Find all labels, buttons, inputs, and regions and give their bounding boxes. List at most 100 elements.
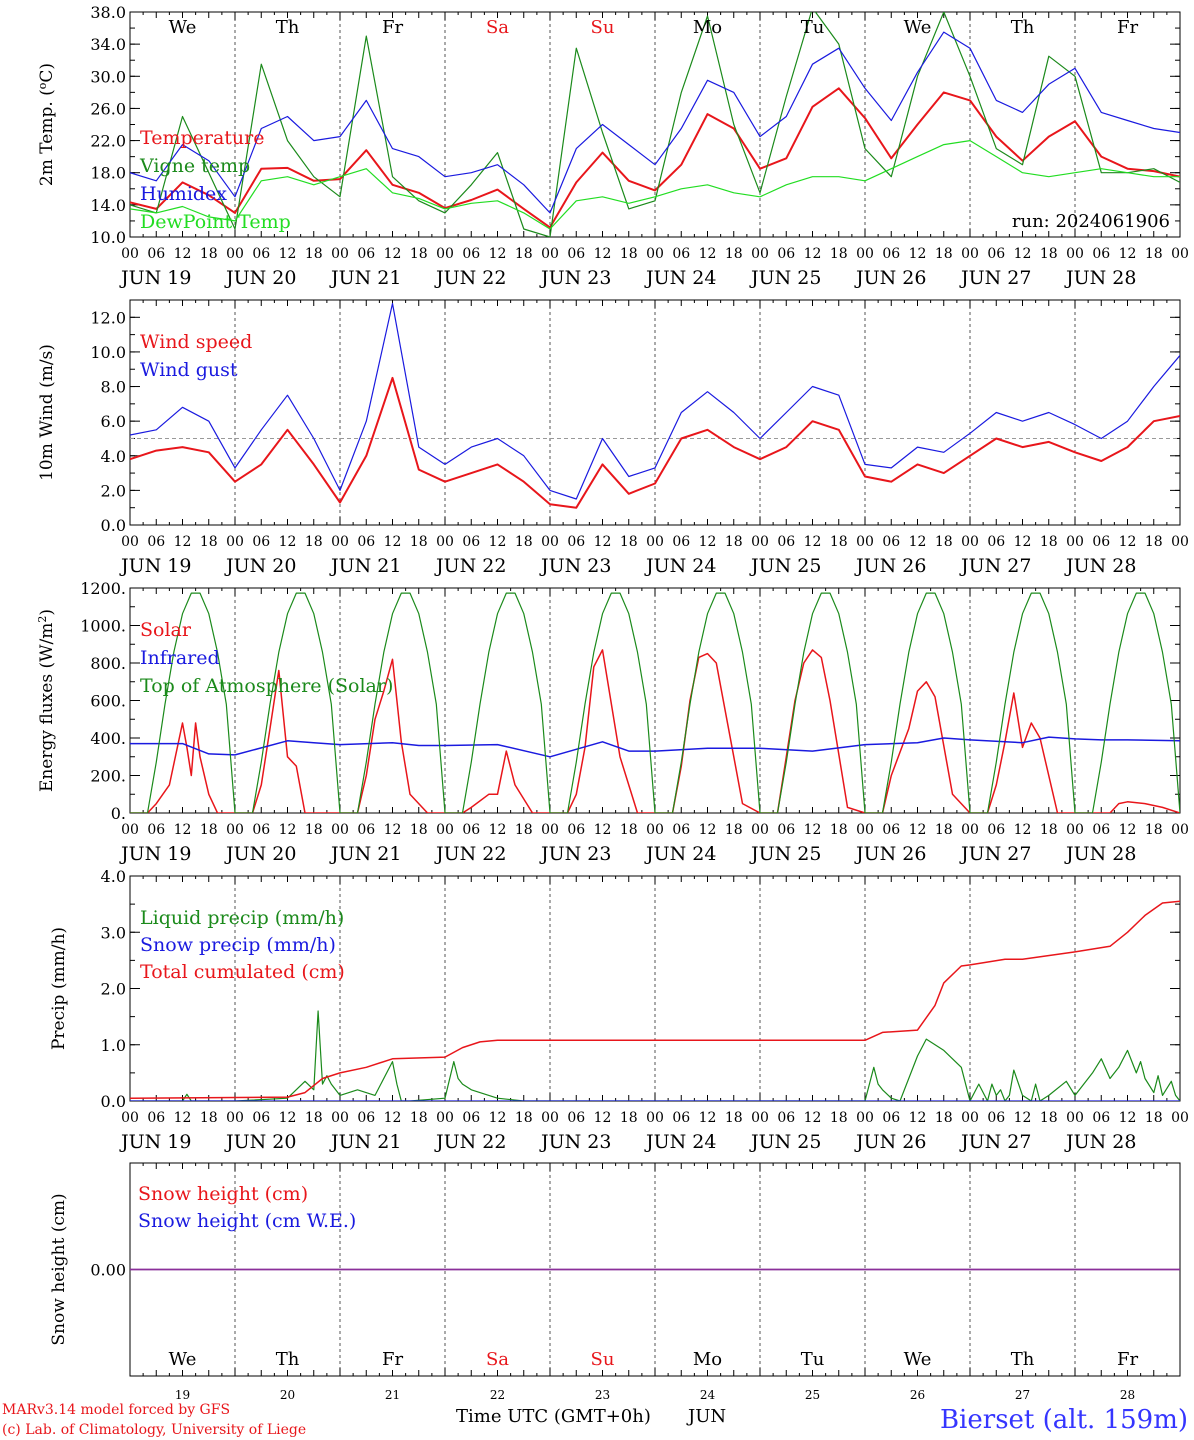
- y-tick-label: 26.0: [90, 99, 126, 118]
- hour-tick-label: 06: [777, 246, 795, 262]
- hour-tick-label: 12: [489, 822, 507, 838]
- hour-tick-label: 18: [515, 534, 533, 550]
- hour-tick-label: 18: [305, 1110, 323, 1126]
- hour-tick-label: 18: [410, 1110, 428, 1126]
- unit-text: C): [37, 63, 57, 83]
- weekday-label: Sa: [486, 1349, 509, 1370]
- hour-tick-label: 18: [830, 1110, 848, 1126]
- hour-tick-label: 06: [672, 822, 690, 838]
- date-label: JUN 27: [959, 1131, 1031, 1153]
- hour-tick-label: 00: [856, 246, 874, 262]
- y-tick-label: 2.0: [101, 481, 126, 500]
- weekday-label: Fr: [382, 1349, 403, 1370]
- month-label: JUN: [686, 1406, 726, 1427]
- y-tick-label: 6.0: [101, 412, 126, 431]
- hour-tick-label: 00: [541, 1110, 559, 1126]
- model-credit-line2: (c) Lab. of Climatology, University of L…: [2, 1422, 306, 1438]
- hour-tick-label: 00: [1066, 534, 1084, 550]
- hour-tick-label: 06: [357, 246, 375, 262]
- hour-tick-label: 18: [725, 822, 743, 838]
- hour-tick-label: 12: [699, 246, 717, 262]
- date-label: JUN 24: [644, 555, 716, 577]
- hour-tick-label: 00: [541, 534, 559, 550]
- series-temperature: [130, 87, 1180, 229]
- weekday-label: We: [169, 1349, 197, 1370]
- date-label: JUN 25: [749, 1131, 821, 1153]
- hour-tick-label: 00: [226, 534, 244, 550]
- hour-tick-label: 18: [620, 1110, 638, 1126]
- weekday-label: Tu: [801, 1349, 825, 1370]
- hour-tick-label: 00: [436, 822, 454, 838]
- day-number-label: 22: [490, 1388, 505, 1402]
- weekday-label: Th: [1011, 17, 1035, 38]
- hour-tick-label: 00: [751, 246, 769, 262]
- y-tick-label: 10.0: [90, 228, 126, 247]
- day-number-label: 23: [595, 1388, 610, 1402]
- hour-tick-label: 00: [331, 246, 349, 262]
- hour-tick-label: 06: [882, 822, 900, 838]
- hour-tick-label: 06: [147, 246, 165, 262]
- hour-tick-label: 06: [252, 246, 270, 262]
- weekday-label: Fr: [1117, 17, 1138, 38]
- date-label: JUN 27: [959, 267, 1031, 289]
- hour-tick-label: 12: [489, 1110, 507, 1126]
- date-label: JUN 23: [539, 267, 611, 289]
- y-tick-label: 1000.: [80, 617, 126, 636]
- hour-tick-label: 00: [121, 534, 139, 550]
- hour-tick-label: 12: [174, 1110, 192, 1126]
- hour-tick-label: 00: [751, 822, 769, 838]
- day-number-label: 26: [910, 1388, 925, 1402]
- hour-tick-label: 00: [751, 534, 769, 550]
- date-label: JUN 24: [644, 1131, 716, 1153]
- y-tick-label: 600.: [90, 692, 126, 711]
- series-wind-gust: [130, 302, 1180, 500]
- hour-tick-label: 00: [226, 822, 244, 838]
- hour-tick-label: 12: [594, 1110, 612, 1126]
- hour-tick-label: 12: [1014, 246, 1032, 262]
- hour-tick-label: 06: [882, 534, 900, 550]
- hour-tick-label: 12: [174, 822, 192, 838]
- legend-entry: Total cumulated (cm): [140, 961, 345, 983]
- hour-tick-label: 06: [462, 1110, 480, 1126]
- legend-entry: Wind gust: [140, 359, 238, 381]
- series-liquid-precip-mm-h: [130, 1010, 1180, 1101]
- weekday-label: Fr: [1117, 1349, 1138, 1370]
- date-label: JUN 23: [539, 1131, 611, 1153]
- hour-tick-label: 00: [1066, 246, 1084, 262]
- y-axis-label: Snow height (cm): [49, 1193, 69, 1345]
- day-number-label: 28: [1120, 1388, 1135, 1402]
- date-label: JUN 19: [119, 843, 191, 865]
- date-label: JUN 28: [1064, 555, 1136, 577]
- hour-tick-label: 18: [515, 822, 533, 838]
- run-annotation: run: 2024061906: [1012, 211, 1170, 232]
- panel-1: 10.0 14.0 18.0 22.0 26.0 30.0 34.0 38.0 2m Temp.…: [36, 3, 1189, 289]
- hour-tick-label: 18: [305, 534, 323, 550]
- hour-tick-label: 18: [515, 1110, 533, 1126]
- y-tick-label: 1200.: [80, 579, 126, 598]
- legend-entry: Wind speed: [140, 331, 252, 353]
- hour-tick-label: 12: [489, 534, 507, 550]
- hour-tick-label: 00: [226, 246, 244, 262]
- hour-tick-label: 12: [279, 534, 297, 550]
- date-label: JUN 20: [224, 267, 296, 289]
- date-label: JUN 26: [854, 267, 926, 289]
- hour-tick-label: 06: [777, 1110, 795, 1126]
- legend-entry: Infrared: [140, 647, 220, 669]
- model-credit-line1: MARv3.14 model forced by GFS: [2, 1402, 230, 1418]
- weekday-label: Mo: [693, 1349, 722, 1370]
- y-tick-label: 0.00: [90, 1261, 126, 1280]
- date-label: JUN 21: [329, 843, 401, 865]
- hour-tick-label: 12: [804, 1110, 822, 1126]
- series-total-cumulated-cm: [130, 900, 1180, 1099]
- weekday-label: Fr: [382, 17, 403, 38]
- y-tick-label: 4.0: [101, 447, 126, 466]
- hour-tick-label: 06: [987, 246, 1005, 262]
- hour-tick-label: 18: [1145, 534, 1163, 550]
- y-tick-label: 2.0: [101, 980, 126, 999]
- y-tick-label: 14.0: [90, 196, 126, 215]
- date-label: JUN 22: [434, 1131, 506, 1153]
- hour-tick-label: 00: [856, 822, 874, 838]
- hour-tick-label: 00: [751, 1110, 769, 1126]
- squared-superscript: 2: [36, 616, 49, 623]
- hour-tick-label: 00: [856, 534, 874, 550]
